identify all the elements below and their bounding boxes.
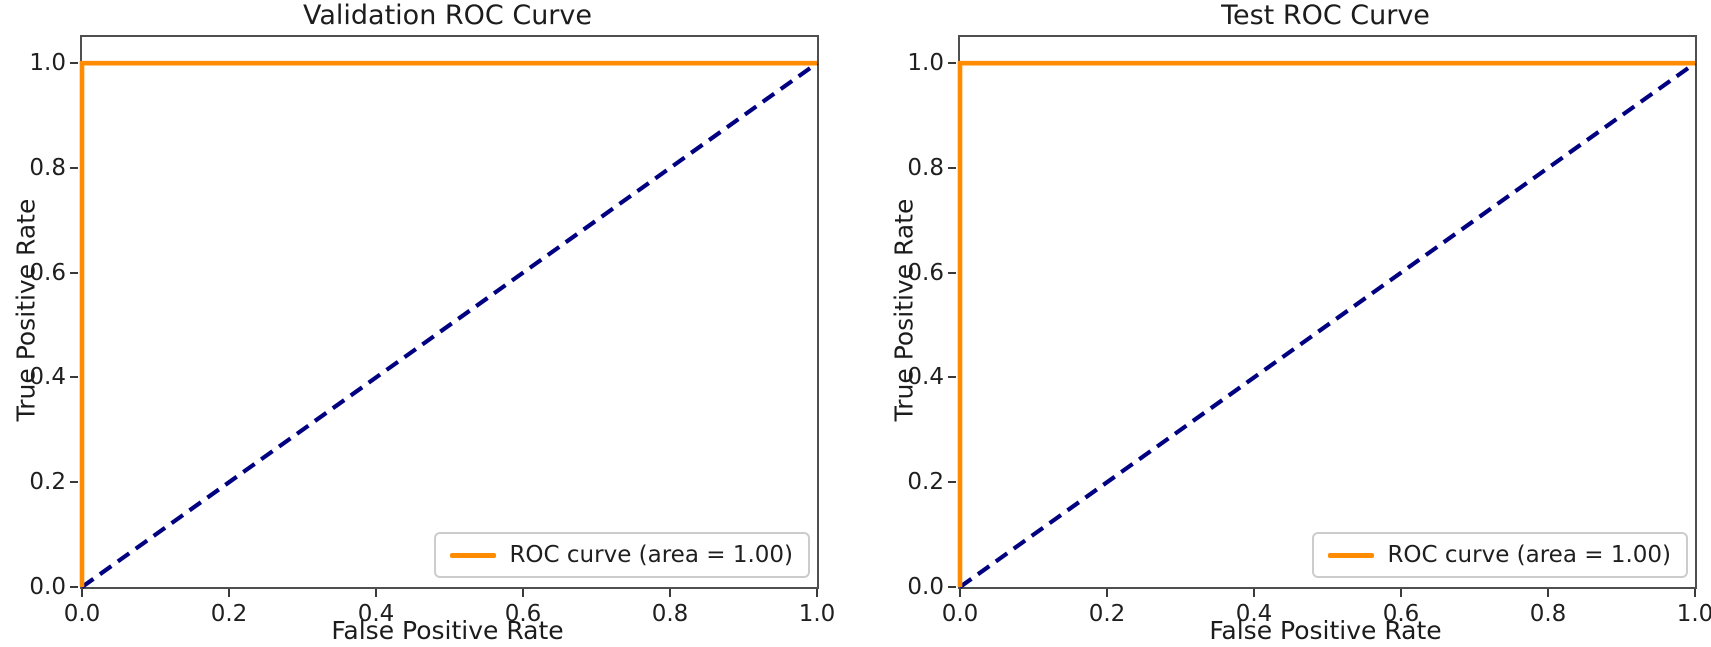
y-tick-label: 0.4 <box>907 364 944 391</box>
chance-diagonal-line <box>958 61 1697 589</box>
y-tick-mark <box>70 586 78 588</box>
y-tick-mark <box>70 271 78 274</box>
x-tick-mark <box>81 589 83 597</box>
test-roc-subplot: Test ROC Curve True Positive Rate ROC cu… <box>878 0 1711 647</box>
roc-curve-line <box>79 60 817 587</box>
x-tick-label: 0.6 <box>1382 601 1420 627</box>
legend: ROC curve (area = 1.00) <box>1312 532 1688 578</box>
y-tick-label: 0.4 <box>29 364 66 391</box>
y-tick-label: 0.2 <box>29 469 66 496</box>
x-tick-mark <box>1253 589 1255 597</box>
x-tick-mark <box>228 589 230 597</box>
y-tick-mark <box>70 62 78 65</box>
y-tick-label: 0.0 <box>907 574 944 600</box>
x-tick-mark <box>959 589 961 597</box>
x-tick-label: 1.0 <box>798 601 836 627</box>
chance-diagonal-line <box>80 61 819 589</box>
x-tick-label: 1.0 <box>1676 601 1711 627</box>
x-axis-label: False Positive Rate <box>1209 616 1442 645</box>
y-tick-mark <box>948 62 956 65</box>
legend-roc-line-swatch <box>1328 552 1375 558</box>
x-tick-mark <box>1547 589 1549 597</box>
x-tick-mark <box>816 589 818 597</box>
x-tick-label: 0.8 <box>651 601 689 627</box>
legend: ROC curve (area = 1.00) <box>434 532 810 578</box>
validation-roc-subplot: Validation ROC Curve True Positive Rate … <box>0 0 836 647</box>
y-tick-mark <box>948 166 956 169</box>
x-tick-label: 0.2 <box>210 601 248 627</box>
x-tick-mark <box>1106 589 1108 597</box>
roc-curves-svg <box>79 60 819 589</box>
plot-title: Test ROC Curve <box>1221 0 1430 31</box>
legend-label: ROC curve (area = 1.00) <box>1387 542 1671 568</box>
x-tick-label: 0.4 <box>1235 601 1273 627</box>
y-tick-mark <box>70 481 78 484</box>
x-axis-label: False Positive Rate <box>331 616 564 645</box>
y-tick-mark <box>70 376 78 379</box>
x-tick-label: 0.8 <box>1529 601 1567 627</box>
x-tick-mark <box>1694 589 1696 597</box>
y-tick-mark <box>948 586 956 588</box>
y-tick-label: 1.0 <box>29 50 66 77</box>
y-tick-mark <box>948 271 956 274</box>
y-tick-mark <box>948 481 956 484</box>
x-tick-mark <box>375 589 377 597</box>
plot-area: ROC curve (area = 1.00) 0.0 0.2 0.4 0.6 0.8 1… <box>907 35 1711 627</box>
roc-curve-line <box>957 60 1695 587</box>
y-tick-mark <box>948 376 956 379</box>
x-tick-mark <box>669 589 671 597</box>
plot-title: Validation ROC Curve <box>302 0 592 31</box>
x-tick-label: 0.4 <box>357 601 395 627</box>
x-tick-label: 0.6 <box>504 601 542 627</box>
plot-area: ROC curve (area = 1.00) 0.0 0.2 0.4 0.6 0.8 1… <box>29 35 835 627</box>
x-tick-label: 0.2 <box>1088 601 1126 627</box>
roc-curves-svg <box>957 60 1697 589</box>
x-tick-mark <box>522 589 524 597</box>
x-tick-label: 0.0 <box>941 601 979 627</box>
x-tick-label: 0.0 <box>63 601 101 627</box>
x-tick-mark <box>1400 589 1402 597</box>
y-tick-mark <box>70 166 78 169</box>
y-tick-label: 0.8 <box>907 154 944 181</box>
y-tick-label: 0.6 <box>29 259 66 286</box>
y-tick-label: 0.2 <box>907 469 944 496</box>
y-tick-label: 0.0 <box>29 574 66 600</box>
legend-label: ROC curve (area = 1.00) <box>509 542 793 568</box>
y-tick-label: 0.6 <box>907 259 944 286</box>
y-tick-label: 1.0 <box>907 50 944 77</box>
legend-roc-line-swatch <box>450 552 497 558</box>
y-tick-label: 0.8 <box>29 154 66 181</box>
